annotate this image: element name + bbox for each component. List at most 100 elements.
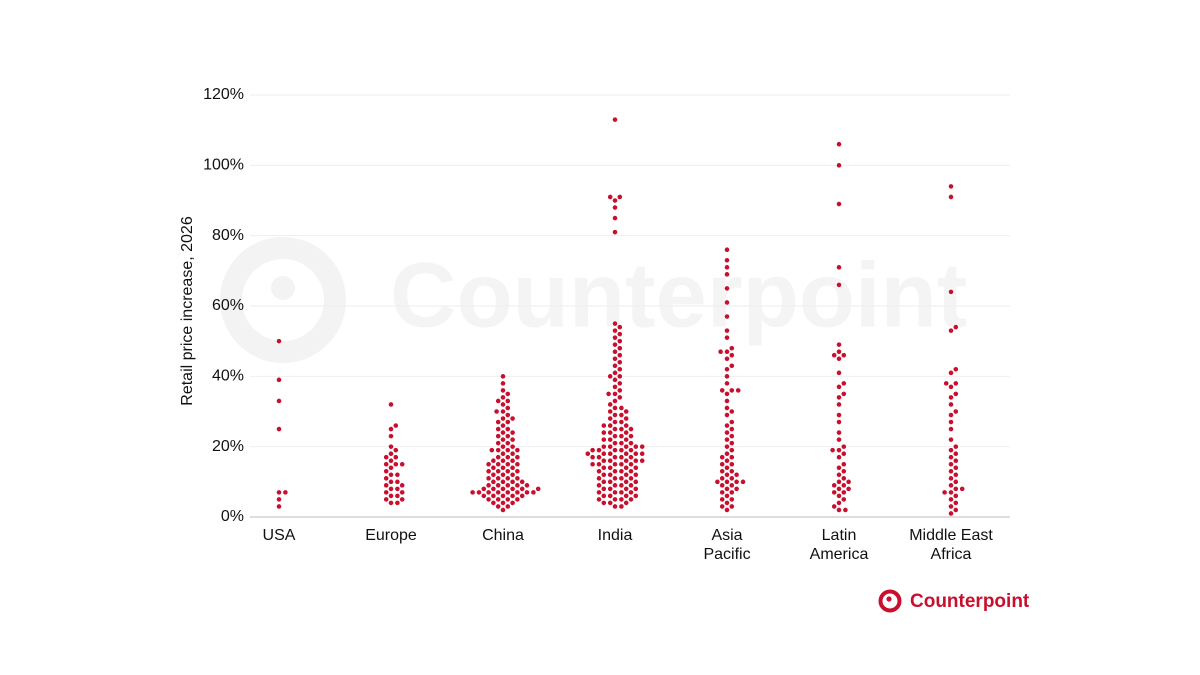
dot	[600, 492, 607, 499]
dot	[485, 475, 492, 482]
dot	[514, 468, 521, 475]
dot	[490, 478, 497, 485]
dot	[495, 426, 502, 432]
dot	[584, 450, 591, 457]
dot	[618, 454, 625, 461]
dot	[388, 433, 394, 440]
dot	[632, 464, 639, 471]
dot	[623, 485, 630, 492]
dot	[724, 457, 730, 464]
dot	[733, 485, 740, 492]
dot	[612, 204, 618, 211]
dot	[500, 485, 506, 492]
dot	[623, 422, 630, 429]
dot	[612, 398, 618, 404]
dot	[276, 338, 282, 345]
logo-icon	[878, 589, 902, 613]
dot	[840, 468, 847, 475]
dot	[616, 331, 623, 338]
dot	[728, 454, 735, 461]
dot	[616, 373, 623, 380]
dot	[724, 313, 730, 320]
dot	[845, 478, 852, 485]
dot	[509, 471, 516, 478]
dot	[948, 482, 954, 489]
dot	[728, 426, 735, 432]
dot	[628, 489, 634, 496]
dot	[469, 489, 476, 496]
dot	[504, 405, 511, 411]
dot	[596, 461, 602, 468]
dot	[628, 433, 634, 440]
dot	[836, 141, 842, 148]
dot	[632, 478, 639, 485]
dot	[952, 457, 959, 464]
dot	[388, 464, 394, 471]
dot	[623, 457, 630, 464]
dot	[600, 464, 607, 471]
dot	[394, 492, 401, 499]
y-axis-label: Retail price increase, 2026	[179, 216, 196, 406]
dot	[612, 447, 618, 454]
dot	[509, 478, 516, 485]
dot	[612, 489, 618, 496]
dot	[612, 369, 618, 376]
dot	[836, 394, 842, 401]
dot	[495, 398, 502, 404]
dot	[600, 457, 607, 464]
grid	[250, 94, 1010, 518]
dot	[612, 496, 618, 503]
dot	[628, 447, 634, 454]
dot	[399, 482, 406, 489]
dot	[836, 429, 842, 436]
dot	[728, 352, 735, 359]
dot	[724, 348, 730, 355]
dot	[836, 478, 842, 485]
y-tick-label: 60%	[212, 297, 244, 314]
dot	[612, 391, 618, 397]
dot	[282, 489, 289, 496]
dot	[500, 471, 506, 478]
dot	[724, 464, 730, 471]
dot	[612, 229, 618, 236]
dot	[628, 440, 634, 447]
dot	[728, 461, 735, 468]
dot	[509, 464, 516, 471]
dot	[485, 468, 492, 475]
dot	[392, 447, 399, 454]
dot	[509, 457, 516, 464]
dot	[504, 461, 511, 468]
dot	[948, 489, 954, 496]
dot	[605, 391, 612, 397]
dot	[600, 429, 607, 436]
dot	[612, 419, 618, 425]
dot	[724, 450, 730, 457]
dot	[399, 496, 406, 503]
dot	[717, 348, 724, 355]
dot	[948, 436, 954, 443]
dot	[607, 464, 614, 471]
dot	[607, 408, 614, 415]
dot	[952, 500, 959, 506]
dot	[948, 412, 954, 418]
dot	[719, 475, 726, 482]
dot	[623, 415, 630, 422]
dot	[616, 345, 623, 352]
dot	[509, 415, 516, 422]
dot	[394, 471, 401, 478]
dot	[509, 485, 516, 492]
dot	[388, 450, 394, 457]
dot	[392, 461, 399, 468]
dot	[495, 461, 502, 468]
dot	[728, 447, 735, 454]
dot	[495, 496, 502, 503]
dot	[628, 482, 634, 489]
dot	[724, 391, 730, 397]
dot	[485, 489, 492, 496]
dot	[628, 461, 634, 468]
dot	[600, 500, 607, 506]
dot	[500, 500, 506, 506]
dot	[719, 489, 726, 496]
dot	[719, 482, 726, 489]
dot	[500, 478, 506, 485]
